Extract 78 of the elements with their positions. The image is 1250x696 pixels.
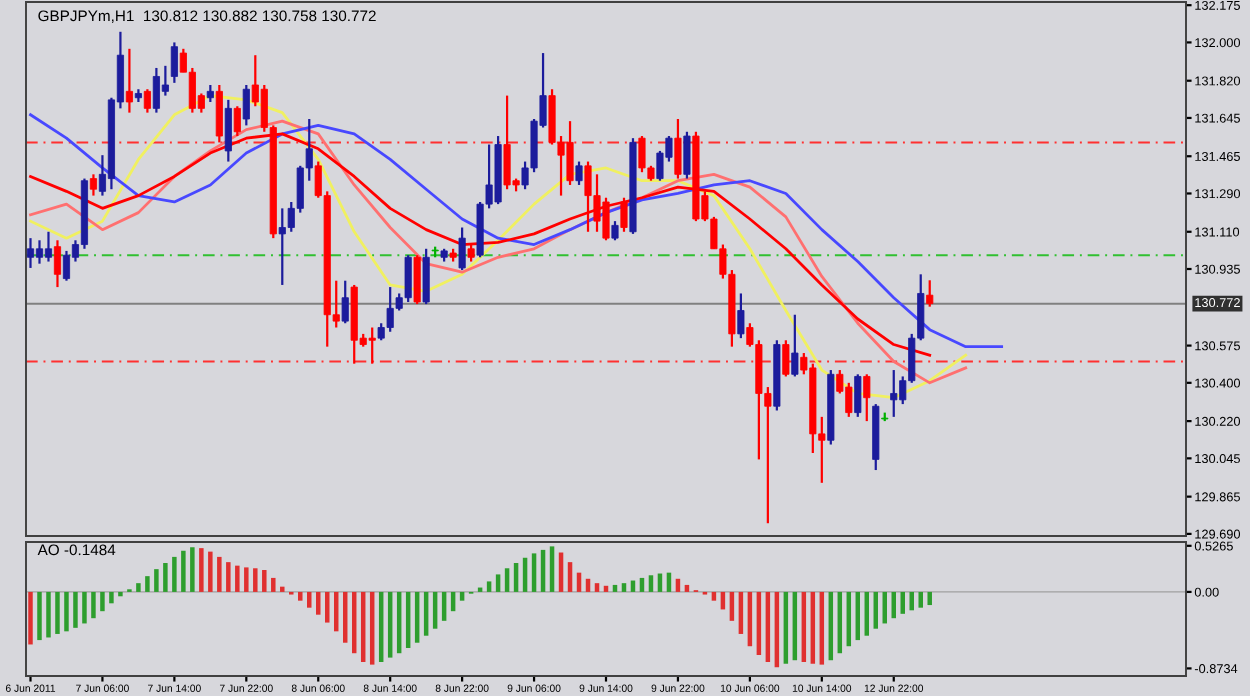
line-series — [29, 113, 1004, 349]
bar — [900, 591, 905, 614]
candlestick — [854, 373, 862, 418]
bar — [307, 591, 312, 608]
bar — [217, 556, 222, 592]
bar — [226, 562, 231, 592]
bar — [432, 591, 438, 629]
bar — [118, 591, 123, 597]
candlestick — [737, 292, 745, 340]
bar — [271, 577, 276, 592]
candlestick — [458, 226, 466, 272]
bar — [136, 583, 141, 592]
candlestick — [35, 239, 44, 265]
candlestick — [26, 237, 35, 270]
bar — [504, 568, 510, 592]
candlestick — [575, 160, 583, 187]
bar — [154, 569, 159, 592]
bar — [873, 591, 879, 629]
bar — [199, 548, 204, 592]
bar — [495, 574, 501, 592]
bar — [55, 591, 60, 634]
bar — [235, 565, 240, 592]
candlestick — [89, 173, 98, 197]
candlestick — [143, 88, 151, 114]
bar — [459, 591, 465, 601]
bar — [253, 568, 258, 592]
bar — [909, 591, 914, 611]
bar — [37, 591, 42, 641]
candlestick — [422, 247, 430, 306]
bar — [145, 576, 150, 592]
bar — [73, 591, 78, 628]
candlestick — [791, 313, 799, 378]
bar — [927, 591, 932, 606]
candlestick — [863, 373, 871, 423]
candlestick — [233, 105, 241, 138]
bar — [190, 547, 195, 592]
bar — [531, 553, 537, 592]
bar — [918, 591, 923, 608]
bar — [262, 570, 267, 592]
bar — [549, 546, 555, 592]
bar — [172, 556, 177, 592]
bar — [163, 563, 168, 592]
bar — [82, 591, 87, 624]
candlestick — [53, 239, 62, 289]
bar — [324, 591, 330, 623]
candlestick — [620, 196, 628, 233]
bar — [244, 567, 249, 592]
candlestick — [782, 339, 790, 378]
bar — [181, 550, 186, 592]
bar — [298, 591, 303, 601]
bar — [280, 586, 285, 592]
candlestick — [611, 220, 619, 242]
bar — [208, 551, 213, 592]
bar — [594, 583, 600, 592]
bar — [64, 591, 69, 632]
bar — [621, 583, 627, 592]
candlestick — [170, 41, 178, 84]
bar — [711, 591, 717, 601]
candlestick — [44, 230, 53, 263]
candlestick — [926, 279, 934, 308]
candlestick — [215, 83, 223, 144]
bar — [316, 591, 321, 615]
candlestick — [242, 83, 250, 127]
bar — [100, 591, 105, 612]
bar — [91, 591, 96, 619]
candlestick — [683, 130, 691, 180]
candlestick — [341, 279, 349, 325]
bar — [46, 591, 51, 638]
bar — [648, 575, 654, 592]
candlestick — [224, 98, 232, 163]
candlestick — [62, 249, 71, 282]
candlestick — [674, 117, 682, 180]
candlestick — [413, 254, 421, 306]
candlestick — [125, 47, 133, 114]
bar — [109, 591, 114, 604]
bar — [28, 591, 33, 645]
bar — [567, 562, 573, 592]
bar — [486, 581, 492, 592]
